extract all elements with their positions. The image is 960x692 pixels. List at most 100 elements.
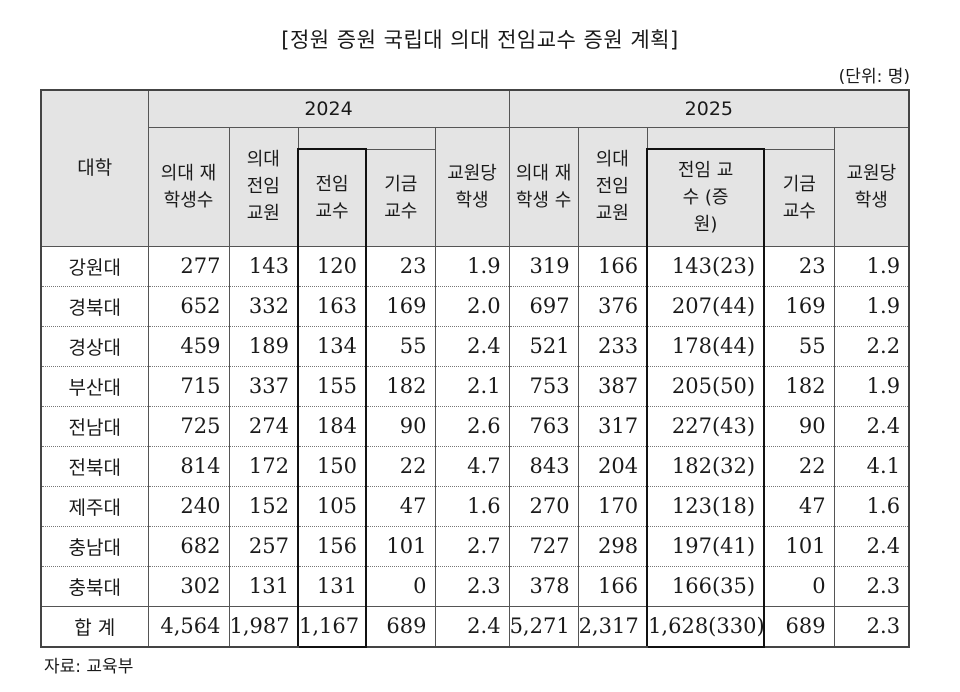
faculty-2025-cell: 204: [577, 445, 648, 487]
fund-2024-cell: 47: [365, 485, 436, 527]
faculty-2025-cell: 170: [577, 485, 648, 527]
ratio-2024-cell: 1.9: [434, 245, 510, 287]
total-row: 합 계 4,564 1,987 1,167 689 2.4 5,271 2,317 1,628(…: [40, 605, 910, 648]
ratio-2025-cell: 1.9: [833, 365, 910, 407]
fulltime-2024-cell: 134: [297, 325, 367, 367]
ratio-2025-cell: 2.2: [833, 325, 910, 367]
faculty-2025-cell: 233: [577, 325, 648, 367]
ratio-2025-cell: 1.9: [833, 285, 910, 327]
students-2024-cell: 459: [147, 325, 230, 367]
fulltime-2024-cell: 131: [297, 565, 367, 607]
fulltime-2025-cell: 197(41): [646, 525, 766, 567]
fund-2025-cell: 0: [763, 565, 835, 607]
fund-2024-cell: 0: [365, 565, 436, 607]
faculty-2024-cell: 172: [228, 445, 299, 487]
fulltime-2025-cell: 182(32): [646, 445, 766, 487]
ratio-2024-cell: 4.7: [434, 445, 510, 487]
faculty-2025-cell: 298: [577, 525, 648, 567]
fund-2025-cell: 47: [763, 485, 835, 527]
fund-2025-cell: 55: [763, 325, 835, 367]
header-2025-fulltime: 전임 교수 (증원): [646, 148, 766, 247]
fund-2025-cell: 90: [763, 405, 835, 447]
header-2025-students: 의대 재학생 수: [508, 127, 579, 247]
fulltime-2024-cell: 150: [297, 445, 367, 487]
header-2024-fund: 기금 교수: [365, 148, 436, 247]
ratio-2025-cell: 2.4: [833, 405, 910, 447]
ratio-2025-cell: 1.6: [833, 485, 910, 527]
faculty-increase-table: 대학 2024 2025 의대 재학생수 의대 전임 교원 교원당 학생 의대 …: [40, 89, 911, 648]
students-2025-cell: 697: [508, 285, 579, 327]
fulltime-2025-cell: 227(43): [646, 405, 766, 447]
fund-2025-cell: 182: [763, 365, 835, 407]
header-2024-students: 의대 재학생수: [147, 127, 230, 247]
ratio-2025-cell: 4.1: [833, 445, 910, 487]
faculty-2025-cell: 376: [577, 285, 648, 327]
university-cell: 전북대: [40, 445, 149, 487]
fulltime-2024-cell: 184: [297, 405, 367, 447]
table-row: 전북대 814 172 150 22 4.7 843 204 182(32) 22 4.1: [40, 445, 910, 487]
students-2024-cell: 725: [147, 405, 230, 447]
fund-2025-cell: 101: [763, 525, 835, 567]
fund-2025-cell: 169: [763, 285, 835, 327]
students-2024-cell: 240: [147, 485, 230, 527]
header-2024-faculty: 의대 전임 교원: [228, 127, 299, 247]
faculty-2024-cell: 152: [228, 485, 299, 527]
students-2025-cell: 843: [508, 445, 579, 487]
fulltime-2025-cell: 205(50): [646, 365, 766, 407]
ratio-2024-cell: 2.4: [434, 605, 510, 648]
students-2025-cell: 270: [508, 485, 579, 527]
fulltime-2024-cell: 163: [297, 285, 367, 327]
table-title: [정원 증원 국립대 의대 전임교수 증원 계획]: [281, 28, 679, 52]
header-2024-fulltime: 전임 교수: [297, 148, 367, 247]
students-2024-cell: 652: [147, 285, 230, 327]
university-cell: 경상대: [40, 325, 149, 367]
fulltime-2024-cell: 156: [297, 525, 367, 567]
header-year-2025: 2025: [508, 89, 910, 128]
faculty-2025-cell: 317: [577, 405, 648, 447]
ratio-2024-cell: 2.0: [434, 285, 510, 327]
faculty-2025-cell: 166: [577, 245, 648, 287]
faculty-2024-cell: 189: [228, 325, 299, 367]
students-2025-cell: 727: [508, 525, 579, 567]
ratio-2025-cell: 2.3: [833, 565, 910, 607]
faculty-2024-cell: 1,987: [228, 605, 299, 648]
table-row: 충남대 682 257 156 101 2.7 727 298 197(41) 101 2.4: [40, 525, 910, 567]
table-body: 강원대 277 143 120 23 1.9 319 166 143(23) 23 1.9 경북대 65…: [40, 245, 910, 648]
students-2025-cell: 753: [508, 365, 579, 407]
table-row: 경북대 652 332 163 169 2.0 697 376 207(44) 169 1.9: [40, 285, 910, 327]
fund-2025-cell: 22: [763, 445, 835, 487]
source-note: 자료: 교육부: [44, 657, 134, 677]
faculty-2024-cell: 131: [228, 565, 299, 607]
fulltime-2024-cell: 120: [297, 245, 367, 287]
ratio-2024-cell: 2.1: [434, 365, 510, 407]
fund-2024-cell: 90: [365, 405, 436, 447]
ratio-2024-cell: 2.4: [434, 325, 510, 367]
fund-2024-cell: 169: [365, 285, 436, 327]
students-2024-cell: 682: [147, 525, 230, 567]
students-2024-cell: 277: [147, 245, 230, 287]
fund-2025-cell: 23: [763, 245, 835, 287]
fulltime-2025-cell: 123(18): [646, 485, 766, 527]
university-cell: 전남대: [40, 405, 149, 447]
header-2025-faculty: 의대 전임 교원: [577, 127, 648, 247]
students-2025-cell: 378: [508, 565, 579, 607]
faculty-2025-cell: 2,317: [577, 605, 648, 648]
header-2024-ratio: 교원당 학생: [434, 127, 510, 247]
faculty-2025-cell: 166: [577, 565, 648, 607]
table-row: 전남대 725 274 184 90 2.6 763 317 227(43) 90 2.4: [40, 405, 910, 447]
faculty-2024-cell: 332: [228, 285, 299, 327]
university-cell: 충북대: [40, 565, 149, 607]
fulltime-2024-cell: 1,167: [297, 605, 367, 648]
fund-2025-cell: 689: [763, 605, 835, 648]
fund-2024-cell: 55: [365, 325, 436, 367]
students-2025-cell: 763: [508, 405, 579, 447]
university-cell: 강원대: [40, 245, 149, 287]
university-cell: 경북대: [40, 285, 149, 327]
ratio-2025-cell: 1.9: [833, 245, 910, 287]
table-row: 제주대 240 152 105 47 1.6 270 170 123(18) 47 1.6: [40, 485, 910, 527]
header-year-2024: 2024: [147, 89, 510, 128]
unit-label: (단위: 명): [838, 67, 910, 87]
header-university: 대학: [40, 89, 149, 247]
table-row: 강원대 277 143 120 23 1.9 319 166 143(23) 23 1.9: [40, 245, 910, 287]
university-cell: 충남대: [40, 525, 149, 567]
